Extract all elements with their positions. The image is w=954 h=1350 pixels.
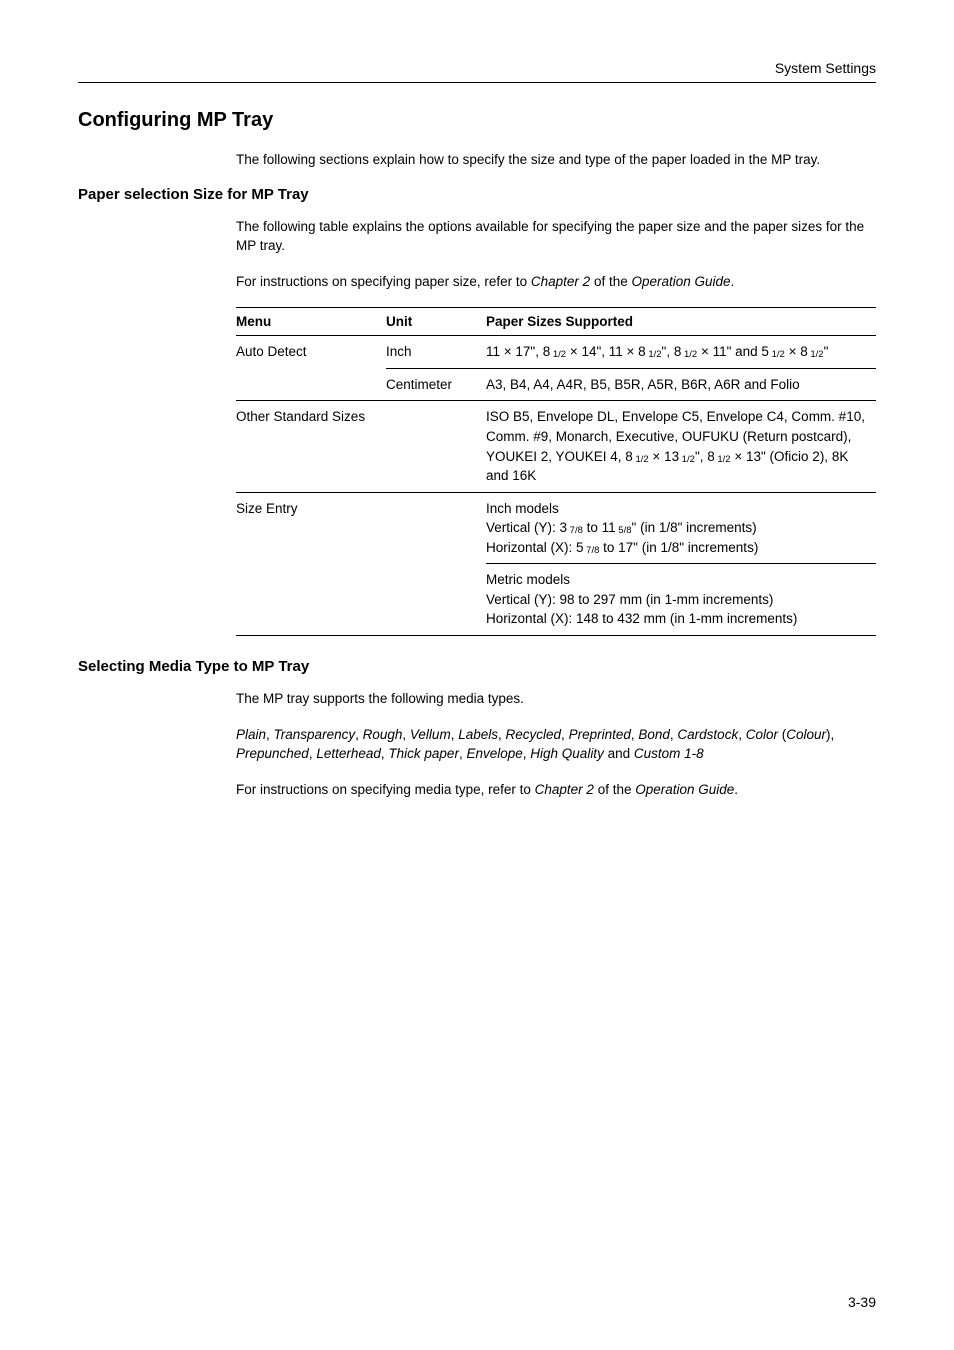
media-type: Letterhead (316, 746, 381, 761)
reference-guide: Operation Guide (635, 782, 734, 797)
media-type: Cardstock (677, 727, 738, 742)
text: , (266, 727, 274, 742)
th-menu: Menu (236, 308, 386, 336)
section1-p2: For instructions on specifying paper siz… (236, 272, 876, 292)
text: , (738, 727, 746, 742)
text: , (561, 727, 569, 742)
text: . (731, 274, 735, 289)
media-type: Colour (786, 727, 826, 742)
section1-p1: The following table explains the options… (236, 217, 876, 256)
table-row: Other Standard Sizes ISO B5, Envelope DL… (236, 401, 876, 492)
cell-unit: Centimeter (386, 368, 486, 401)
cell-menu: Size Entry (236, 492, 486, 635)
text: ", 8 (662, 344, 682, 359)
text: of the (590, 274, 631, 289)
section2-p3: For instructions on specifying media typ… (236, 780, 876, 800)
text: Horizontal (X): 148 to 432 mm (in 1-mm i… (486, 611, 797, 626)
reference-chapter: Chapter 2 (531, 274, 590, 289)
cell-unit: Inch (386, 336, 486, 369)
cell-sizes: A3, B4, A4, A4R, B5, B5R, A5R, B6R, A6R … (486, 368, 876, 401)
media-type: Prepunched (236, 746, 309, 761)
text: , (355, 727, 363, 742)
cell-menu: Auto Detect (236, 336, 386, 401)
cell-menu: Other Standard Sizes (236, 401, 486, 492)
reference-guide: Operation Guide (631, 274, 730, 289)
text: × 11" and 5 (697, 344, 769, 359)
text: . (734, 782, 738, 797)
media-type: Labels (458, 727, 498, 742)
fraction: 1/2 (550, 349, 566, 360)
text: to 17" (in 1/8" increments) (599, 540, 758, 555)
text: Horizontal (X): 5 (486, 540, 584, 555)
text: , (498, 727, 506, 742)
text: Metric models (486, 572, 570, 587)
media-type: Vellum (410, 727, 451, 742)
text: Vertical (Y): 98 to 297 mm (in 1-mm incr… (486, 592, 773, 607)
media-type: Recycled (506, 727, 562, 742)
section-heading-media-type: Selecting Media Type to MP Tray (78, 658, 876, 675)
th-sizes: Paper Sizes Supported (486, 308, 876, 336)
text: ", 8 (695, 449, 715, 464)
paper-sizes-table: Menu Unit Paper Sizes Supported Auto Det… (236, 307, 876, 636)
text: × 8 (785, 344, 808, 359)
media-types-list: Plain, Transparency, Rough, Vellum, Labe… (236, 725, 876, 764)
text: For instructions on specifying media typ… (236, 782, 535, 797)
media-type: Bond (638, 727, 670, 742)
cell-sizes: ISO B5, Envelope DL, Envelope C5, Envelo… (486, 401, 876, 492)
text: ), (826, 727, 834, 742)
text: ( (778, 727, 786, 742)
text: Inch models (486, 501, 559, 516)
text: " (in 1/8" increments) (632, 520, 757, 535)
fraction: 5/8 (616, 525, 632, 536)
text: of the (594, 782, 635, 797)
cell-sizes: Inch models Vertical (Y): 3 7/8 to 11 5/… (486, 492, 876, 564)
section-heading-paper-size: Paper selection Size for MP Tray (78, 186, 876, 203)
text: × 14", 11 × 8 (566, 344, 646, 359)
text: 11 × 17", 8 (486, 344, 550, 359)
fraction: 1/2 (633, 454, 649, 465)
fraction: 1/2 (681, 349, 697, 360)
th-unit: Unit (386, 308, 486, 336)
media-type: Transparency (274, 727, 356, 742)
running-header: System Settings (78, 60, 876, 83)
media-type: Thick paper (388, 746, 459, 761)
media-type: High Quality (530, 746, 604, 761)
media-type: Custom 1-8 (634, 746, 704, 761)
media-type: Plain (236, 727, 266, 742)
fraction: 1/2 (715, 454, 731, 465)
media-type: Preprinted (569, 727, 631, 742)
text: , (402, 727, 410, 742)
text: " (824, 344, 829, 359)
fraction: 7/8 (567, 525, 583, 536)
cell-sizes: 11 × 17", 8 1/2 × 14", 11 × 8 1/2", 8 1/… (486, 336, 876, 369)
cell-sizes: Metric models Vertical (Y): 98 to 297 mm… (486, 564, 876, 636)
media-type: Color (746, 727, 778, 742)
table-header-row: Menu Unit Paper Sizes Supported (236, 308, 876, 336)
fraction: 1/2 (646, 349, 662, 360)
table-row: Auto Detect Inch 11 × 17", 8 1/2 × 14", … (236, 336, 876, 369)
reference-chapter: Chapter 2 (535, 782, 594, 797)
section2-p1: The MP tray supports the following media… (236, 689, 876, 709)
text: to 11 (583, 520, 616, 535)
fraction: 7/8 (584, 545, 600, 556)
fraction: 1/2 (808, 349, 824, 360)
text: × 13 (649, 449, 679, 464)
media-type: Rough (363, 727, 403, 742)
fraction: 1/2 (769, 349, 785, 360)
page-title: Configuring MP Tray (78, 109, 876, 132)
page-number: 3-39 (848, 1294, 876, 1310)
fraction: 1/2 (679, 454, 695, 465)
media-type: Envelope (466, 746, 522, 761)
text: For instructions on specifying paper siz… (236, 274, 531, 289)
table-row: Size Entry Inch models Vertical (Y): 3 7… (236, 492, 876, 564)
text: Vertical (Y): 3 (486, 520, 567, 535)
text: and (604, 746, 634, 761)
intro-text: The following sections explain how to sp… (236, 150, 876, 170)
